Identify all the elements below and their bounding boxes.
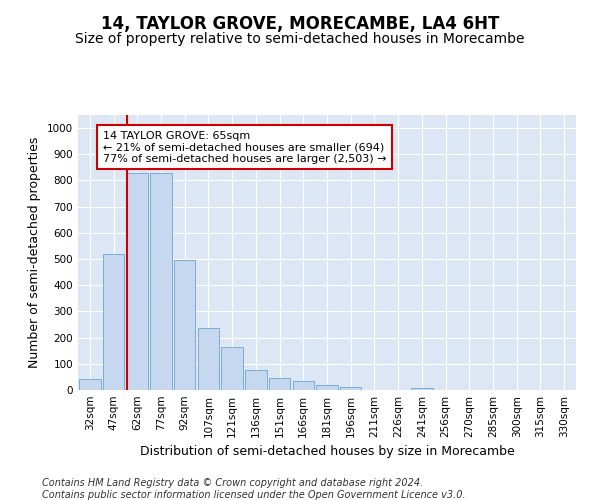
Bar [127, 172, 148, 390]
Bar [316, 386, 338, 390]
Y-axis label: Number of semi-detached properties: Number of semi-detached properties [28, 137, 41, 368]
Bar [79, 378, 101, 390]
Bar [103, 254, 124, 390]
Bar [198, 328, 219, 390]
Text: Contains HM Land Registry data © Crown copyright and database right 2024.: Contains HM Land Registry data © Crown c… [42, 478, 423, 488]
Bar [340, 386, 361, 390]
Bar [151, 172, 172, 390]
Bar [174, 260, 196, 390]
Text: 14, TAYLOR GROVE, MORECAMBE, LA4 6HT: 14, TAYLOR GROVE, MORECAMBE, LA4 6HT [101, 15, 499, 33]
Bar [293, 382, 314, 390]
Bar [269, 378, 290, 390]
Bar [245, 370, 266, 390]
Bar [411, 388, 433, 390]
Text: Size of property relative to semi-detached houses in Morecambe: Size of property relative to semi-detach… [75, 32, 525, 46]
Bar [221, 348, 243, 390]
Text: 14 TAYLOR GROVE: 65sqm
← 21% of semi-detached houses are smaller (694)
77% of se: 14 TAYLOR GROVE: 65sqm ← 21% of semi-det… [103, 130, 386, 164]
X-axis label: Distribution of semi-detached houses by size in Morecambe: Distribution of semi-detached houses by … [140, 446, 514, 458]
Text: Contains public sector information licensed under the Open Government Licence v3: Contains public sector information licen… [42, 490, 466, 500]
